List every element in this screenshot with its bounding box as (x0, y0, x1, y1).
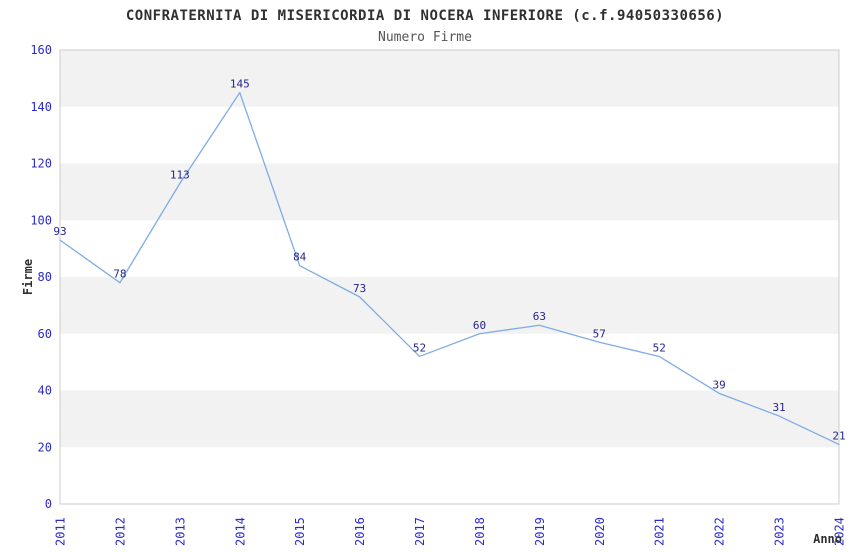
band (60, 163, 839, 221)
band (60, 277, 839, 334)
x-tick-label: 2024 (833, 517, 847, 546)
x-tick-label: 2016 (353, 517, 367, 546)
band (60, 50, 839, 107)
y-tick-label: 140 (30, 100, 52, 114)
y-tick-label: 20 (38, 440, 52, 454)
x-tick-label: 2019 (533, 517, 547, 546)
data-label: 57 (593, 327, 606, 340)
data-label: 93 (53, 225, 66, 238)
x-tick-label: 2012 (113, 517, 127, 546)
y-axis-tick-labels: 0 20 40 60 80 100 120 140 160 (30, 43, 52, 511)
y-tick-label: 80 (38, 270, 52, 284)
y-tick-label: 100 (30, 213, 52, 227)
data-label: 84 (293, 251, 307, 264)
data-label: 73 (353, 282, 366, 295)
data-label: 113 (170, 168, 190, 181)
x-tick-label: 2021 (653, 517, 667, 546)
y-tick-label: 60 (38, 327, 52, 341)
band (60, 220, 839, 277)
plot-border (59, 49, 840, 505)
chart-title: CONFRATERNITA DI MISERICORDIA DI NOCERA … (126, 8, 724, 24)
x-tick-label: 2014 (233, 517, 247, 546)
data-label: 21 (832, 429, 845, 442)
data-labels: 93 78 113 145 84 73 52 60 63 57 52 39 31 21 (53, 78, 845, 443)
data-label: 52 (653, 341, 666, 354)
data-label: 78 (113, 268, 126, 281)
x-axis-title: Anno (813, 532, 842, 546)
plot-bands (60, 50, 839, 504)
chart-subtitle: Numero Firme (378, 30, 472, 45)
x-tick-label: 2017 (413, 517, 427, 546)
x-tick-label: 2015 (293, 517, 307, 546)
y-tick-label: 120 (30, 157, 52, 171)
data-label: 63 (533, 310, 546, 323)
x-tick-label: 2018 (473, 517, 487, 546)
y-tick-label: 40 (38, 384, 52, 398)
x-tick-label: 2020 (593, 517, 607, 546)
x-tick-label: 2011 (54, 517, 68, 546)
data-label: 31 (772, 401, 785, 414)
data-label: 52 (413, 341, 426, 354)
data-label: 145 (230, 78, 250, 91)
x-tick-label: 2022 (713, 517, 727, 546)
data-label: 60 (473, 319, 486, 332)
y-axis-title: Firme (21, 259, 35, 295)
band (60, 390, 839, 448)
y-tick-label: 0 (45, 497, 52, 511)
band (60, 447, 839, 504)
data-label: 39 (713, 378, 726, 391)
x-tick-label: 2013 (173, 517, 187, 546)
band (60, 333, 839, 391)
x-axis-tick-labels: 2011 2012 2013 2014 2015 2016 2017 2018 2019 2020… (54, 517, 847, 546)
band (60, 106, 839, 164)
y-tick-label: 160 (30, 43, 52, 57)
x-tick-label: 2023 (773, 517, 787, 546)
data-line-numero-firme (59, 91, 840, 446)
